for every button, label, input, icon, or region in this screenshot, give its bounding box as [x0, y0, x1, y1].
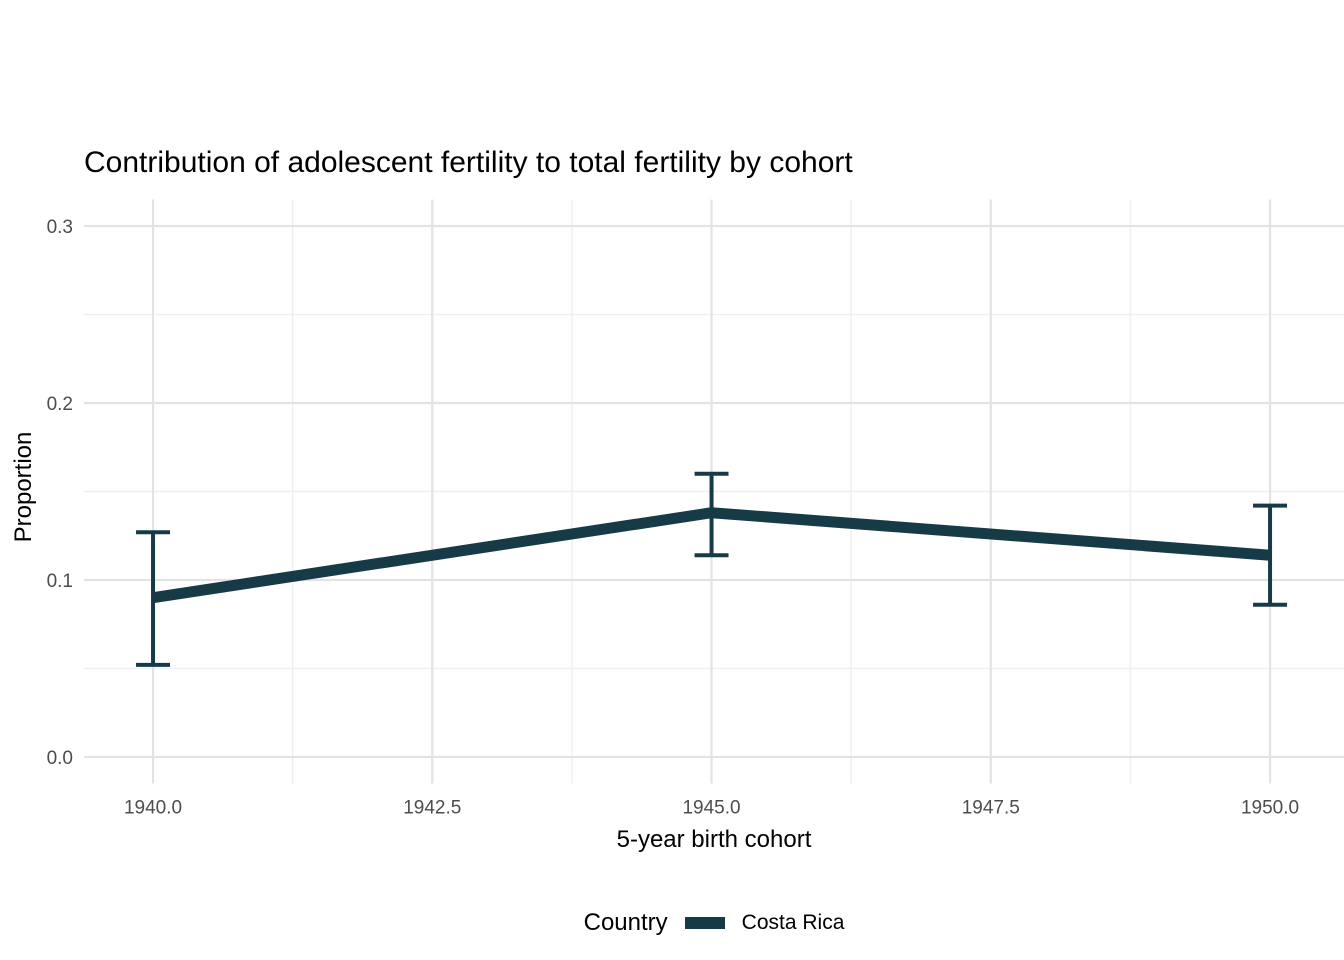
y-tick-label: 0.2: [47, 394, 73, 415]
legend-swatch-costa-rica: [684, 917, 725, 929]
x-axis-title: 5-year birth cohort: [616, 826, 812, 853]
x-tick-label: 1940.0: [124, 798, 182, 819]
x-tick-label: 1942.5: [403, 798, 461, 819]
legend-label-costa-rica: Costa Rica: [741, 911, 845, 934]
y-tick-label: 0.1: [47, 571, 73, 592]
series-line-costa-rica: [152, 507, 1271, 604]
chart-title: Contribution of adolescent fertility to …: [84, 146, 853, 179]
legend: Country Costa Rica: [84, 903, 1344, 943]
legend-title: Country: [583, 909, 668, 936]
x-tick-label: 1945.0: [682, 798, 740, 819]
y-tick-label: 0.0: [47, 748, 73, 769]
y-tick-label: 0.3: [47, 217, 73, 238]
x-tick-label: 1950.0: [1241, 798, 1299, 819]
x-tick-label: 1947.5: [962, 798, 1020, 819]
y-axis-title: Proportion: [10, 431, 37, 543]
